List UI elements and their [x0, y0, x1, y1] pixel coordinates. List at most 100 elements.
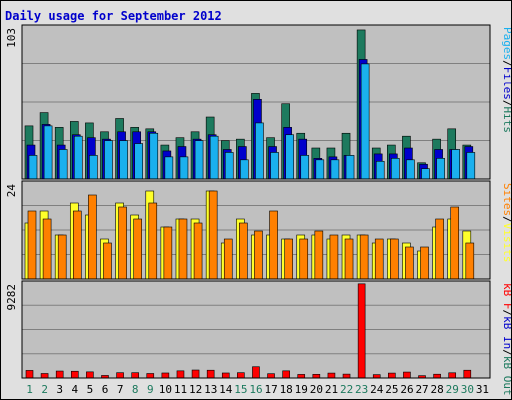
- bar-sites-day-16: [254, 230, 263, 280]
- bar-kb-f-day-30: [463, 369, 472, 379]
- bar-pages-day-4: [73, 135, 83, 180]
- bar-pages-day-13: [209, 135, 219, 180]
- x-tick-label-day-9: 9: [147, 383, 154, 396]
- bar-kb-f-day-29: [448, 372, 457, 379]
- x-tick-label-day-31: 31: [476, 383, 489, 396]
- bar-kb-f-day-10: [161, 372, 170, 379]
- bar-kb-f-day-21: [327, 372, 336, 379]
- bar-sites-day-22: [344, 238, 354, 280]
- bar-kb-f-day-26: [403, 371, 411, 379]
- x-tick-label-day-21: 21: [325, 383, 338, 396]
- bar-pages-day-27: [421, 168, 430, 180]
- bar-pages-day-2: [43, 125, 53, 180]
- bar-pages-day-29: [451, 149, 461, 180]
- legend-separator: /: [501, 60, 511, 67]
- bar-pages-day-12: [194, 140, 204, 180]
- bar-pages-day-15: [240, 159, 249, 180]
- x-tick-label-day-24: 24: [370, 383, 384, 396]
- y-max-label-kbytes: 9282: [5, 284, 18, 311]
- bar-pages-day-30: [466, 152, 476, 180]
- bar-sites-day-27: [420, 246, 429, 280]
- bar-sites-day-14: [223, 238, 233, 280]
- bar-sites-day-4: [72, 210, 82, 280]
- bar-sites-day-1: [27, 210, 37, 280]
- bar-pages-day-6: [104, 140, 113, 180]
- x-tick-label-day-5: 5: [87, 383, 94, 396]
- x-tick-label-day-4: 4: [72, 383, 79, 396]
- legend-separator: /: [501, 100, 511, 107]
- x-tick-label-day-12: 12: [189, 383, 202, 396]
- bar-kb-f-day-25: [388, 372, 396, 379]
- bar-pages-day-24: [375, 160, 385, 180]
- bar-sites-day-20: [314, 230, 324, 280]
- x-tick-label-day-29: 29: [446, 383, 459, 396]
- bar-pages-day-11: [179, 156, 189, 180]
- bar-pages-day-3: [58, 149, 68, 180]
- x-tick-label-day-22: 22: [340, 383, 353, 396]
- bar-kb-f-day-23: [357, 283, 366, 379]
- bar-sites-day-12: [193, 222, 203, 280]
- bar-pages-day-5: [89, 155, 98, 180]
- x-tick-label-day-13: 13: [204, 383, 217, 396]
- bar-pages-day-26: [406, 159, 415, 180]
- bar-pages-day-23: [360, 63, 370, 180]
- bar-sites-day-30: [465, 242, 475, 280]
- x-tick-label-day-6: 6: [102, 383, 109, 396]
- x-tick-label-day-20: 20: [310, 383, 323, 396]
- bar-sites-day-6: [103, 242, 112, 280]
- bar-sites-day-2: [42, 218, 52, 280]
- x-tick-label-day-10: 10: [159, 383, 172, 396]
- bar-pages-day-18: [285, 134, 294, 180]
- x-tick-label-day-16: 16: [249, 383, 262, 396]
- x-tick-label-day-14: 14: [219, 383, 233, 396]
- bar-kb-f-day-9: [146, 373, 155, 379]
- bar-sites-day-28: [435, 218, 444, 280]
- x-tick-label-day-1: 1: [26, 383, 33, 396]
- plot-border-hits-files-pages: [21, 24, 491, 180]
- x-tick-label-day-25: 25: [385, 383, 398, 396]
- x-tick-label-day-17: 17: [264, 383, 277, 396]
- bar-pages-day-19: [300, 155, 310, 180]
- legend-entry-kb-f: kB F: [501, 283, 511, 310]
- bar-kb-f-day-8: [131, 372, 139, 379]
- bar-kb-f-day-18: [282, 370, 290, 379]
- bar-sites-day-23: [359, 234, 369, 280]
- bar-pages-day-16: [255, 122, 264, 180]
- bar-sites-day-25: [390, 238, 399, 280]
- bar-pages-day-10: [164, 156, 174, 180]
- bar-kb-f-day-28: [433, 373, 441, 379]
- bar-sites-day-19: [299, 238, 309, 280]
- x-tick-label-day-23: 23: [355, 383, 368, 396]
- bar-sites-day-21: [329, 234, 339, 280]
- x-tick-label-day-7: 7: [117, 383, 124, 396]
- bar-kb-f-day-13: [206, 369, 215, 379]
- bar-pages-day-28: [436, 158, 445, 180]
- bar-kb-f-day-2: [40, 373, 49, 379]
- x-tick-label-day-27: 27: [415, 383, 428, 396]
- bar-kb-f-day-16: [252, 366, 260, 379]
- legend-entry-pages: Pages: [501, 27, 511, 60]
- bar-sites-day-17: [269, 210, 278, 280]
- bar-sites-day-10: [163, 226, 173, 280]
- bar-kb-f-day-1: [25, 370, 34, 379]
- bar-pages-day-8: [134, 143, 143, 180]
- legend-entry-sites: Sites: [501, 183, 511, 216]
- bar-kb-f-day-11: [176, 370, 185, 379]
- bar-kb-f-day-3: [55, 370, 64, 379]
- y-max-label-hits-files-pages: 103: [5, 28, 18, 48]
- plot-border-visits-sites: [21, 180, 491, 280]
- x-tick-label-day-15: 15: [234, 383, 247, 396]
- bar-kb-f-day-20: [312, 374, 321, 379]
- chart-title: Daily usage for September 2012: [5, 9, 222, 23]
- x-tick-label-day-28: 28: [431, 383, 444, 396]
- plot-border-kbytes: [21, 280, 491, 379]
- x-tick-label-day-3: 3: [56, 383, 63, 396]
- legend-entry-files: Files: [501, 67, 511, 100]
- bar-kb-f-day-7: [116, 372, 124, 379]
- bar-sites-day-11: [178, 218, 188, 280]
- legend-separator: /: [501, 216, 511, 223]
- bar-pages-day-22: [345, 155, 355, 180]
- x-tick-label-day-18: 18: [280, 383, 293, 396]
- bar-sites-day-29: [450, 206, 460, 280]
